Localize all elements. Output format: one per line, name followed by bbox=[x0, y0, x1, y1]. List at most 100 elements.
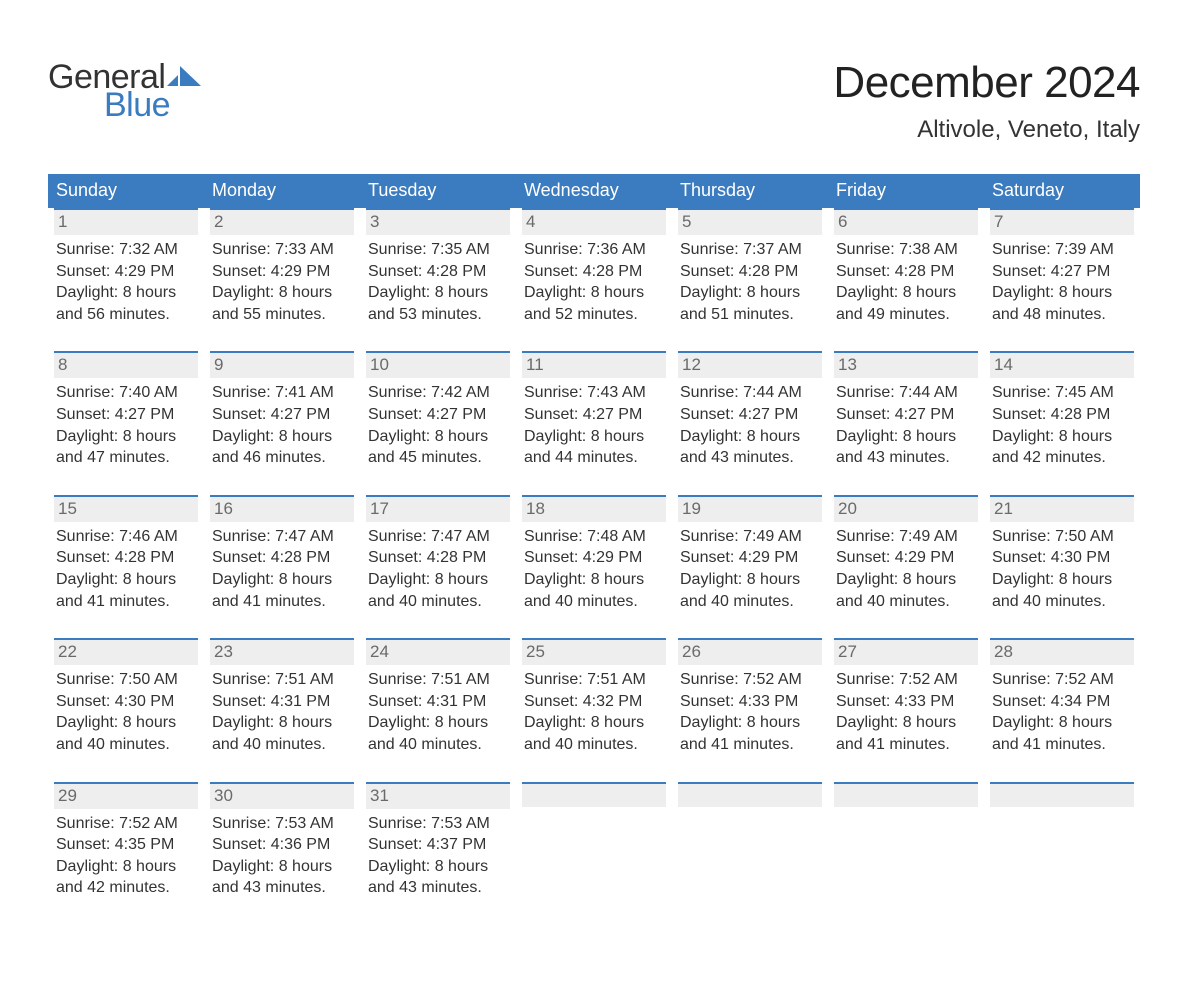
day-line: and 40 minutes. bbox=[368, 734, 508, 756]
day-line-label: Sunrise: bbox=[56, 241, 115, 258]
day-line: and 43 minutes. bbox=[212, 877, 352, 899]
day-line-label: Sunrise: bbox=[524, 528, 583, 545]
day-line-label: Sunrise: bbox=[836, 384, 895, 401]
day-line: and 40 minutes. bbox=[368, 591, 508, 613]
day-line: Daylight: 8 hours bbox=[56, 569, 196, 591]
day-line: Sunset: 4:35 PM bbox=[56, 834, 196, 856]
day-line-value: 4:28 PM bbox=[427, 549, 487, 566]
day-line-label: Sunset: bbox=[680, 549, 734, 566]
day-number: 12 bbox=[682, 355, 701, 374]
day-line-value: 8 hours bbox=[123, 428, 176, 445]
day-line-label: Daylight: bbox=[212, 714, 274, 731]
day-line: Daylight: 8 hours bbox=[524, 426, 664, 448]
day-cell bbox=[672, 782, 828, 917]
day-line-value: 7:51 AM bbox=[587, 671, 646, 688]
day-line-label: Daylight: bbox=[836, 571, 898, 588]
day-line: Sunset: 4:28 PM bbox=[368, 547, 508, 569]
day-line: Sunrise: 7:51 AM bbox=[524, 669, 664, 691]
day-body: Sunrise: 7:49 AMSunset: 4:29 PMDaylight:… bbox=[678, 522, 822, 612]
day-line-value: 4:28 PM bbox=[739, 263, 799, 280]
day-line: Sunset: 4:29 PM bbox=[836, 547, 976, 569]
day-line: Daylight: 8 hours bbox=[524, 569, 664, 591]
day-cell: 17Sunrise: 7:47 AMSunset: 4:28 PMDayligh… bbox=[360, 495, 516, 630]
day-line-value: 8 hours bbox=[123, 858, 176, 875]
day-line: Sunrise: 7:49 AM bbox=[680, 526, 820, 548]
day-line: Sunrise: 7:45 AM bbox=[992, 382, 1132, 404]
day-number: 19 bbox=[682, 499, 701, 518]
day-cell bbox=[516, 782, 672, 917]
day-cell: 29Sunrise: 7:52 AMSunset: 4:35 PMDayligh… bbox=[48, 782, 204, 917]
day-cell: 24Sunrise: 7:51 AMSunset: 4:31 PMDayligh… bbox=[360, 638, 516, 773]
day-cell: 11Sunrise: 7:43 AMSunset: 4:27 PMDayligh… bbox=[516, 351, 672, 486]
day-line-label: Sunrise: bbox=[56, 815, 115, 832]
day-line: Sunrise: 7:42 AM bbox=[368, 382, 508, 404]
day-cell: 28Sunrise: 7:52 AMSunset: 4:34 PMDayligh… bbox=[984, 638, 1140, 773]
day-line-value: 4:34 PM bbox=[1051, 693, 1111, 710]
day-line-value: 7:33 AM bbox=[275, 241, 334, 258]
day-number-row: 11 bbox=[522, 351, 666, 378]
day-line-label: Daylight: bbox=[992, 714, 1054, 731]
day-number-row: 13 bbox=[834, 351, 978, 378]
day-line: Sunrise: 7:48 AM bbox=[524, 526, 664, 548]
day-line: Daylight: 8 hours bbox=[56, 426, 196, 448]
day-number-row: 26 bbox=[678, 638, 822, 665]
day-body: Sunrise: 7:43 AMSunset: 4:27 PMDaylight:… bbox=[522, 378, 666, 468]
day-line-value: 7:42 AM bbox=[431, 384, 490, 401]
day-line-value: 8 hours bbox=[747, 284, 800, 301]
day-line-label: Sunset: bbox=[56, 693, 110, 710]
day-number-row: 20 bbox=[834, 495, 978, 522]
day-body: Sunrise: 7:53 AMSunset: 4:36 PMDaylight:… bbox=[210, 809, 354, 899]
day-line-label: Sunset: bbox=[212, 263, 266, 280]
day-line: Sunset: 4:30 PM bbox=[992, 547, 1132, 569]
day-line: Sunrise: 7:40 AM bbox=[56, 382, 196, 404]
day-line: Daylight: 8 hours bbox=[680, 282, 820, 304]
day-line-value: 8 hours bbox=[903, 714, 956, 731]
day-body: Sunrise: 7:44 AMSunset: 4:27 PMDaylight:… bbox=[834, 378, 978, 468]
day-line-label: Daylight: bbox=[524, 714, 586, 731]
day-line: and 41 minutes. bbox=[212, 591, 352, 613]
day-line: Sunset: 4:29 PM bbox=[680, 547, 820, 569]
weeks-container: 1Sunrise: 7:32 AMSunset: 4:29 PMDaylight… bbox=[48, 208, 1140, 917]
day-line-value: 8 hours bbox=[591, 284, 644, 301]
weekday-header: Monday bbox=[204, 174, 360, 208]
day-line: and 55 minutes. bbox=[212, 304, 352, 326]
day-line: Sunset: 4:28 PM bbox=[56, 547, 196, 569]
day-line-label: Sunset: bbox=[524, 693, 578, 710]
day-line: Daylight: 8 hours bbox=[992, 569, 1132, 591]
day-line-value: 8 hours bbox=[747, 571, 800, 588]
day-number-row: 6 bbox=[834, 208, 978, 235]
day-line-value: 7:53 AM bbox=[431, 815, 490, 832]
day-line-value: 4:29 PM bbox=[583, 549, 643, 566]
day-line: Sunrise: 7:53 AM bbox=[368, 813, 508, 835]
day-body: Sunrise: 7:53 AMSunset: 4:37 PMDaylight:… bbox=[366, 809, 510, 899]
day-line-value: 7:40 AM bbox=[119, 384, 178, 401]
weekday-header: Sunday bbox=[48, 174, 204, 208]
day-line-value: 7:37 AM bbox=[743, 241, 802, 258]
day-line-label: Sunrise: bbox=[992, 384, 1051, 401]
day-line-value: 4:28 PM bbox=[115, 549, 175, 566]
day-line-label: Daylight: bbox=[212, 571, 274, 588]
day-line-value: 4:33 PM bbox=[895, 693, 955, 710]
day-line: and 41 minutes. bbox=[836, 734, 976, 756]
day-line-label: Sunset: bbox=[524, 549, 578, 566]
day-cell: 4Sunrise: 7:36 AMSunset: 4:28 PMDaylight… bbox=[516, 208, 672, 343]
day-line-label: Sunrise: bbox=[56, 528, 115, 545]
day-line: Sunrise: 7:44 AM bbox=[680, 382, 820, 404]
day-line: and 56 minutes. bbox=[56, 304, 196, 326]
day-line-value: 7:49 AM bbox=[899, 528, 958, 545]
day-line-label: Sunset: bbox=[56, 263, 110, 280]
day-line-label: Sunset: bbox=[680, 693, 734, 710]
day-line-label: Sunset: bbox=[212, 406, 266, 423]
day-line-value: 7:35 AM bbox=[431, 241, 490, 258]
day-line-value: 7:48 AM bbox=[587, 528, 646, 545]
day-line-value: 4:27 PM bbox=[115, 406, 175, 423]
day-line: and 43 minutes. bbox=[836, 447, 976, 469]
day-line-label: Sunset: bbox=[368, 263, 422, 280]
day-cell: 3Sunrise: 7:35 AMSunset: 4:28 PMDaylight… bbox=[360, 208, 516, 343]
day-line-value: 8 hours bbox=[591, 428, 644, 445]
logo-text-blue: Blue bbox=[104, 88, 201, 122]
day-line-label: Sunrise: bbox=[992, 671, 1051, 688]
day-line-label: Sunrise: bbox=[368, 384, 427, 401]
day-line-value: 4:27 PM bbox=[739, 406, 799, 423]
day-line-value: 8 hours bbox=[1059, 714, 1112, 731]
